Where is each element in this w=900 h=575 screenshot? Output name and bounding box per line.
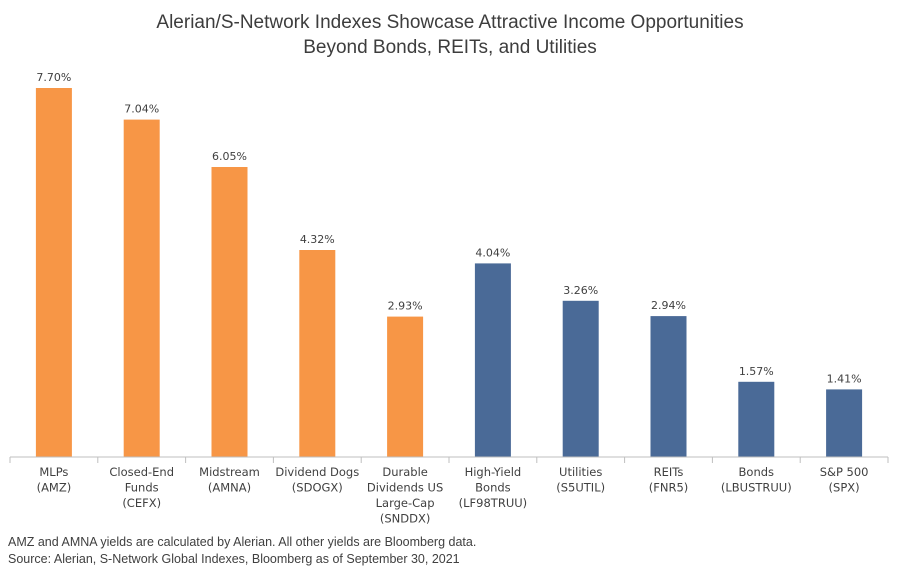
chart-title-line-2: Beyond Bonds, REITs, and Utilities bbox=[303, 37, 597, 58]
data-label-10: 1.41% bbox=[827, 372, 862, 385]
bar-9 bbox=[738, 381, 775, 457]
category-label-line: S&P 500 bbox=[820, 465, 869, 479]
footnote-line-1: AMZ and AMNA yields are calculated by Al… bbox=[8, 535, 477, 549]
category-label-line: (AMNA) bbox=[208, 481, 251, 495]
data-label-2: 7.04% bbox=[124, 103, 159, 116]
category-label-line: Durable bbox=[382, 465, 428, 479]
data-label-6: 4.04% bbox=[475, 246, 510, 259]
category-label-line: REITs bbox=[654, 465, 684, 479]
category-label-line: (SPX) bbox=[829, 481, 860, 495]
bar-1 bbox=[35, 88, 72, 457]
chart-title: Alerian/S-Network Indexes Showcase Attra… bbox=[0, 10, 900, 60]
footnote-line-2: Source: Alerian, S-Network Global Indexe… bbox=[8, 552, 460, 566]
category-label-line: Large-Cap bbox=[376, 496, 435, 510]
category-label-line: (S5UTIL) bbox=[556, 481, 605, 495]
category-label-line: MLPs bbox=[39, 465, 68, 479]
category-label-9: Bonds (LBUSTRUU) bbox=[721, 465, 792, 495]
category-label-line: Utilities bbox=[559, 465, 602, 479]
footnote: AMZ and AMNA yields are calculated by Al… bbox=[8, 534, 476, 568]
category-label-4: Dividend Dogs (SDOGX) bbox=[275, 465, 359, 495]
category-label-2: Closed-End Funds (CEFX) bbox=[109, 465, 174, 510]
bar-7 bbox=[562, 300, 599, 457]
category-label-1: MLPs (AMZ) bbox=[37, 465, 72, 495]
category-label-line: Dividend Dogs bbox=[275, 465, 359, 479]
category-label-line: Midstream bbox=[199, 465, 260, 479]
category-label-line: Funds bbox=[125, 481, 159, 495]
category-label-line: (SDOGX) bbox=[292, 481, 343, 495]
category-label-line: (FNR5) bbox=[649, 481, 689, 495]
category-label-line: (LBUSTRUU) bbox=[721, 481, 792, 495]
category-label-10: S&P 500 (SPX) bbox=[820, 465, 869, 495]
bar-4 bbox=[299, 250, 336, 457]
data-label-8: 2.94% bbox=[651, 299, 686, 312]
bar-5 bbox=[387, 316, 424, 457]
bar-10 bbox=[826, 389, 863, 457]
category-label-line: Bonds bbox=[739, 465, 775, 479]
category-label-3: Midstream (AMNA) bbox=[199, 465, 260, 495]
category-label-line: (AMZ) bbox=[37, 481, 72, 495]
category-label-7: Utilities (S5UTIL) bbox=[556, 465, 605, 495]
category-label-line: (CEFX) bbox=[122, 496, 161, 510]
data-label-7: 3.26% bbox=[563, 284, 598, 297]
bar-6 bbox=[474, 263, 511, 457]
bar-8 bbox=[650, 316, 687, 457]
category-label-line: (SNDDX) bbox=[380, 512, 430, 526]
data-label-4: 4.32% bbox=[300, 233, 335, 246]
data-label-9: 1.57% bbox=[739, 365, 774, 378]
category-label-line: (LF98TRUU) bbox=[459, 496, 527, 510]
category-label-line: Bonds bbox=[475, 481, 511, 495]
data-label-1: 7.70% bbox=[36, 71, 71, 84]
chart-title-line-1: Alerian/S-Network Indexes Showcase Attra… bbox=[156, 12, 744, 33]
data-label-3: 6.05% bbox=[212, 150, 247, 163]
category-label-line: Closed-End bbox=[109, 465, 174, 479]
category-label-line: Dividends US bbox=[367, 481, 443, 495]
category-label-6: High-Yield Bonds (LF98TRUU) bbox=[459, 465, 527, 510]
bar-2 bbox=[123, 119, 160, 457]
bar-3 bbox=[211, 167, 248, 457]
data-label-5: 2.93% bbox=[388, 300, 423, 313]
category-label-8: REITs (FNR5) bbox=[649, 465, 689, 495]
category-label-5: Durable Dividends US Large-Cap (SNDDX) bbox=[367, 465, 443, 526]
category-label-line: High-Yield bbox=[465, 465, 522, 479]
